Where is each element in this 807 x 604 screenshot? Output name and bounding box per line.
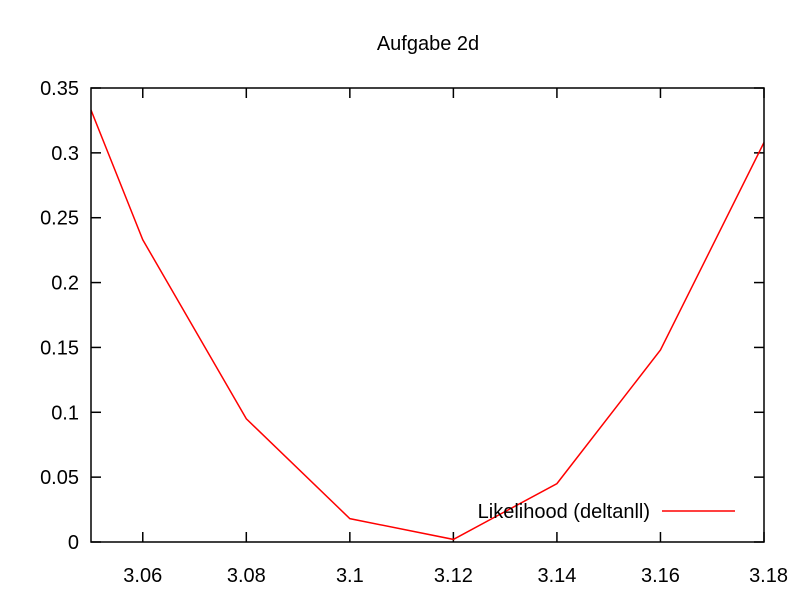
y-tick-label: 0.05 [40, 467, 79, 489]
x-tick-label: 3.16 [641, 565, 680, 587]
y-tick-label: 0.1 [51, 402, 79, 424]
series-line-likelihood [90, 109, 765, 541]
y-tick-label: 0.35 [40, 78, 79, 100]
series-layer [90, 109, 765, 541]
y-tick-label: 0.25 [40, 208, 79, 230]
x-tick-label: 3.14 [537, 565, 576, 587]
y-tick-label: 0.2 [51, 273, 79, 295]
x-tick-label: 3.18 [749, 565, 788, 587]
chart-title: Aufgabe 2d [377, 33, 479, 55]
legend-label: Likelihood (deltanll) [478, 501, 650, 523]
x-tick-label: 3.08 [227, 565, 266, 587]
y-tick-label: 0 [68, 532, 79, 554]
x-tick-label: 3.1 [336, 565, 364, 587]
legend: Likelihood (deltanll) [478, 501, 735, 523]
plot-frame [90, 87, 765, 543]
x-tick-label: 3.12 [434, 565, 473, 587]
y-tick-label: 0.15 [40, 337, 79, 359]
axis-tick-labels: 0 0.05 0.1 0.15 0.2 0.25 0.3 0.35 3.06 3.08 3.1 3.1… [40, 78, 788, 587]
y-tick-label: 0.3 [51, 143, 79, 165]
x-tick-label: 3.06 [123, 565, 162, 587]
axis-ticks [91, 87, 765, 543]
